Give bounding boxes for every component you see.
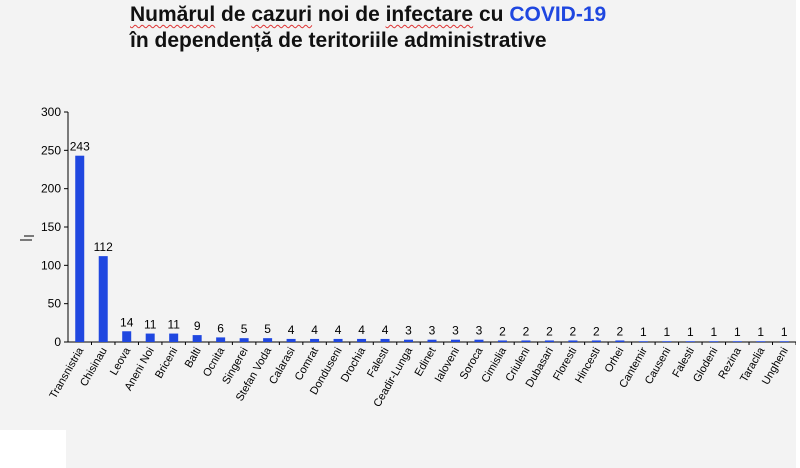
data-label: 2 xyxy=(593,324,600,338)
data-label: 3 xyxy=(429,324,436,338)
title-text: cu xyxy=(473,3,510,26)
bar xyxy=(357,338,367,342)
bar xyxy=(98,256,108,342)
y-tick-label: 100 xyxy=(41,258,61,272)
chart-labels: 243Transnistria112Chisinau14Leova11Aneni… xyxy=(47,140,790,410)
data-label: 5 xyxy=(264,322,271,336)
data-label: 1 xyxy=(781,325,788,339)
category-label: Orhei xyxy=(603,346,627,375)
title-text: de xyxy=(215,3,252,26)
bar xyxy=(662,341,672,342)
data-label: 1 xyxy=(757,325,764,339)
category-label: Balti xyxy=(183,346,204,371)
bar xyxy=(122,331,132,342)
data-label: 4 xyxy=(311,323,318,337)
bar xyxy=(544,340,554,342)
bar xyxy=(685,341,695,342)
data-label: 112 xyxy=(94,240,113,254)
blank-panel xyxy=(0,430,66,468)
data-label: 3 xyxy=(452,324,459,338)
bar xyxy=(732,341,742,342)
bar xyxy=(779,341,789,342)
y-tick-label: 150 xyxy=(41,220,61,234)
bar xyxy=(263,338,273,342)
data-label: 11 xyxy=(144,318,157,332)
data-label: 2 xyxy=(546,324,553,338)
bar xyxy=(169,333,179,342)
bar xyxy=(450,339,460,342)
bar xyxy=(75,155,85,342)
data-label: 4 xyxy=(335,323,342,337)
bar xyxy=(709,341,719,342)
bar xyxy=(591,340,601,342)
bar xyxy=(638,341,648,342)
bar xyxy=(568,340,578,342)
data-label: 2 xyxy=(523,324,530,338)
data-label: 14 xyxy=(120,315,134,329)
chart-axes: 0 50 100 150 200 250 300 xyxy=(20,105,797,349)
title-line-2: în dependență de teritoriile administrat… xyxy=(130,29,547,52)
category-label: Transnistria xyxy=(47,345,86,401)
data-label: 4 xyxy=(382,323,389,337)
title-word-numarul: Numărul xyxy=(130,3,216,26)
bar xyxy=(310,338,320,342)
title-word-cazuri: cazuri xyxy=(251,3,313,26)
data-label: 2 xyxy=(499,324,506,338)
category-label: Drochia xyxy=(339,345,369,385)
bar xyxy=(286,338,296,342)
bar xyxy=(474,339,484,342)
data-label: 1 xyxy=(710,325,717,339)
data-label: 1 xyxy=(663,325,670,339)
data-label: 2 xyxy=(570,324,577,338)
title-text: noi de xyxy=(312,3,386,26)
y-tick-label: 250 xyxy=(41,143,61,157)
bar xyxy=(380,338,390,342)
data-label: 3 xyxy=(476,324,483,338)
data-label: 11 xyxy=(167,318,180,332)
chart-title: Numărul de cazuri noi de infectare cu CO… xyxy=(130,2,606,54)
title-highlight: COVID-19 xyxy=(509,3,607,26)
bar xyxy=(427,339,437,342)
data-label: 4 xyxy=(288,323,295,337)
slide-edge xyxy=(796,0,800,468)
data-label: 1 xyxy=(640,325,647,339)
category-label: Briceni xyxy=(153,346,180,381)
data-label: 2 xyxy=(617,324,624,338)
data-label: 5 xyxy=(241,322,248,336)
data-label: 9 xyxy=(194,319,201,333)
bar xyxy=(615,340,625,342)
data-label: 1 xyxy=(687,325,694,339)
y-tick-label: 50 xyxy=(48,297,62,311)
bar xyxy=(404,339,414,342)
chart-bars xyxy=(75,155,789,342)
bar xyxy=(192,335,202,342)
y-tick-label: 200 xyxy=(41,182,61,196)
bar xyxy=(497,340,507,342)
title-line-1: Numărul de cazuri noi de infectare cu CO… xyxy=(130,2,606,28)
data-label: 4 xyxy=(358,323,365,337)
data-label: 3 xyxy=(405,324,412,338)
y-tick-label: 0 xyxy=(54,335,61,349)
data-label: 243 xyxy=(70,140,90,154)
bar xyxy=(333,338,343,342)
bar xyxy=(239,338,249,342)
bar xyxy=(521,340,531,342)
bar xyxy=(756,341,766,342)
bar xyxy=(216,337,226,342)
y-tick-label: 300 xyxy=(41,105,61,119)
data-label: 1 xyxy=(734,325,741,339)
title-word-infectare: infectare xyxy=(385,3,474,26)
bar xyxy=(145,333,155,342)
data-label: 6 xyxy=(217,321,224,335)
